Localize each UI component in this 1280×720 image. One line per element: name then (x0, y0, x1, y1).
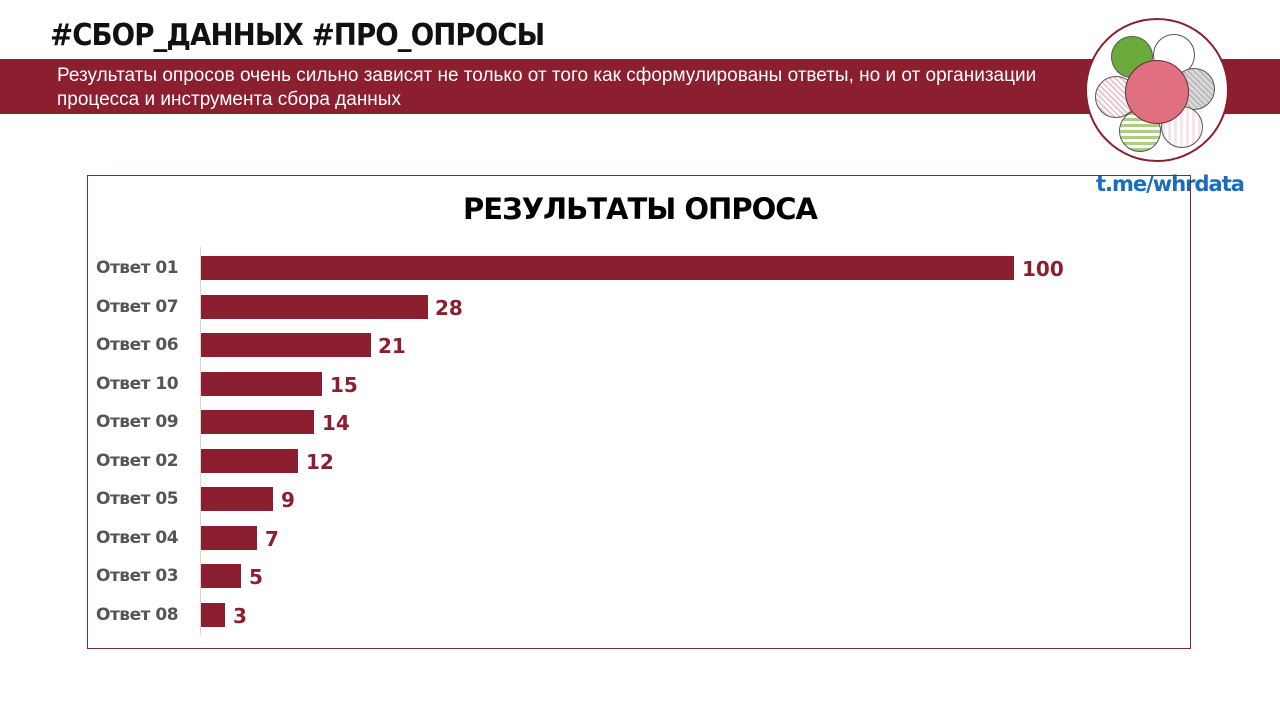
bar-row: Ответ 03 5 (0, 564, 1200, 589)
bar-value: 100 (1022, 257, 1064, 281)
bar (201, 487, 273, 511)
bar (201, 410, 314, 434)
bar (201, 295, 428, 319)
bar-value: 5 (249, 565, 263, 589)
banner (0, 59, 1280, 114)
bar-row: Ответ 07 28 (0, 295, 1200, 320)
bar-row: Ответ 08 3 (0, 603, 1200, 628)
bar-label: Ответ 07 (96, 297, 179, 317)
bar (201, 603, 225, 627)
hashtag-title: #СБОР_ДАННЫХ #ПРО_ОПРОСЫ (50, 18, 545, 53)
bar-label: Ответ 09 (96, 412, 179, 432)
bar-value: 9 (281, 488, 295, 512)
banner-text: Результаты опросов очень сильно зависят … (57, 65, 1037, 110)
y-axis-line (200, 247, 201, 635)
bar-label: Ответ 03 (96, 566, 179, 586)
bar-value: 7 (265, 527, 279, 551)
bar-label: Ответ 01 (96, 258, 179, 278)
bar-value: 12 (306, 450, 334, 474)
bar-label: Ответ 10 (96, 374, 179, 394)
bar-label: Ответ 02 (96, 451, 179, 471)
bar (201, 526, 257, 550)
bar (201, 256, 1014, 280)
flower-logo-icon (1085, 18, 1229, 162)
bar-value: 3 (233, 604, 247, 628)
bar-row: Ответ 10 15 (0, 372, 1200, 397)
bar-row: Ответ 06 21 (0, 333, 1200, 358)
bar-value: 15 (330, 373, 358, 397)
petal-center-icon (1125, 60, 1189, 124)
bar-value: 28 (435, 296, 463, 320)
chart-title: РЕЗУЛЬТАТЫ ОПРОСА (463, 192, 818, 226)
channel-link[interactable]: t.me/whrdata (1096, 172, 1245, 196)
bar-row: Ответ 09 14 (0, 410, 1200, 435)
bar (201, 449, 298, 473)
bar (201, 333, 371, 357)
bar (201, 372, 322, 396)
bar-label: Ответ 08 (96, 605, 179, 625)
bar (201, 564, 241, 588)
bar-value: 14 (322, 411, 350, 435)
bar-row: Ответ 05 9 (0, 487, 1200, 512)
chart-frame (87, 175, 1191, 649)
bar-row: Ответ 04 7 (0, 526, 1200, 551)
bar-label: Ответ 06 (96, 335, 179, 355)
bar-label: Ответ 05 (96, 489, 179, 509)
bar-row: Ответ 01 100 (0, 256, 1200, 281)
bar-row: Ответ 02 12 (0, 449, 1200, 474)
bar-value: 21 (378, 334, 406, 358)
bar-label: Ответ 04 (96, 528, 179, 548)
